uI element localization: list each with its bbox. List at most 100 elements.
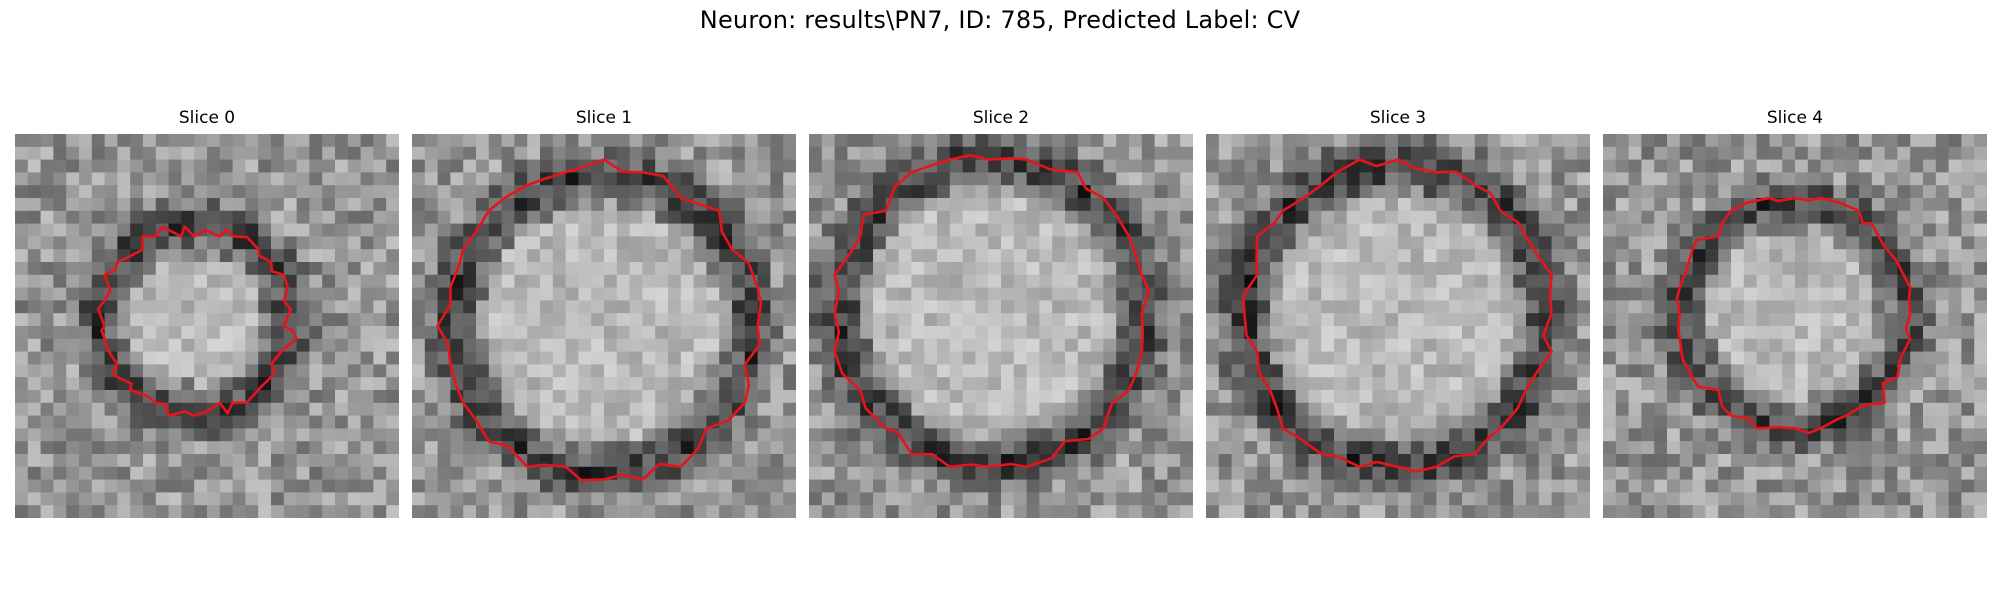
image-pixel <box>1334 364 1348 378</box>
image-pixel <box>1026 492 1040 506</box>
image-pixel <box>1039 377 1053 391</box>
image-pixel <box>552 479 567 493</box>
image-pixel <box>1449 159 1463 173</box>
image-pixel <box>476 466 490 481</box>
image-pixel <box>1346 492 1361 506</box>
image-pixel <box>1756 338 1770 353</box>
image-pixel <box>1385 223 1399 237</box>
image-pixel <box>1167 454 1181 468</box>
image-pixel <box>1538 402 1553 417</box>
image-pixel <box>27 134 42 148</box>
image-pixel <box>937 134 951 148</box>
image-pixel <box>1308 326 1322 340</box>
image-pixel <box>360 134 374 148</box>
image-pixel <box>1871 210 1886 225</box>
image-pixel <box>219 262 234 276</box>
image-pixel <box>271 172 285 186</box>
image-pixel <box>1487 377 1501 391</box>
image-pixel <box>1859 492 1873 506</box>
image-pixel <box>79 274 93 289</box>
image-pixel <box>1141 492 1156 506</box>
image-pixel <box>79 287 93 301</box>
image-pixel <box>15 466 29 481</box>
image-pixel <box>1628 454 1642 468</box>
image-pixel <box>1436 415 1450 429</box>
image-pixel <box>373 274 387 289</box>
image-pixel <box>898 326 912 340</box>
image-pixel <box>232 326 246 340</box>
image-pixel <box>1013 300 1028 314</box>
image-pixel <box>873 313 887 327</box>
image-pixel <box>1090 377 1104 391</box>
image-pixel <box>770 236 784 250</box>
image-pixel <box>194 198 208 212</box>
image-pixel <box>155 364 170 378</box>
image-pixel <box>1884 134 1898 148</box>
image-pixel <box>552 159 567 173</box>
image-pixel <box>732 134 746 148</box>
image-pixel <box>1282 338 1297 353</box>
image-pixel <box>476 479 490 493</box>
image-pixel <box>53 326 67 340</box>
image-pixel <box>335 159 349 173</box>
image-pixel <box>1577 210 1590 225</box>
image-pixel <box>1116 185 1130 199</box>
image-pixel <box>783 223 796 237</box>
image-pixel <box>1551 172 1565 186</box>
image-pixel <box>1948 236 1962 250</box>
image-pixel <box>1180 454 1193 468</box>
image-pixel <box>552 274 567 289</box>
image-pixel <box>1910 492 1924 506</box>
image-pixel <box>1410 198 1425 212</box>
image-pixel <box>885 313 900 327</box>
image-pixel <box>642 236 656 250</box>
image-pixel <box>860 185 874 199</box>
image-pixel <box>962 415 976 429</box>
image-pixel <box>1705 441 1719 455</box>
image-pixel <box>1129 159 1143 173</box>
image-pixel <box>1513 415 1527 429</box>
image-pixel <box>1654 479 1668 493</box>
image-pixel <box>565 134 579 148</box>
image-pixel <box>962 262 976 276</box>
image-pixel <box>604 479 618 493</box>
image-pixel <box>1449 262 1463 276</box>
image-pixel <box>1180 441 1193 455</box>
image-pixel <box>809 466 823 481</box>
image-pixel <box>1833 377 1847 391</box>
image-pixel <box>1615 185 1630 199</box>
image-pixel <box>1935 492 1950 506</box>
image-pixel <box>1039 210 1053 225</box>
image-pixel <box>232 377 246 391</box>
image-pixel <box>53 441 67 455</box>
image-pixel <box>770 505 784 518</box>
image-pixel <box>1910 210 1924 225</box>
image-pixel <box>1538 466 1553 481</box>
image-pixel <box>1782 466 1796 481</box>
image-pixel <box>1167 262 1181 276</box>
image-pixel <box>424 146 439 161</box>
image-pixel <box>1129 390 1143 404</box>
image-pixel <box>1820 313 1834 327</box>
image-pixel <box>412 146 426 161</box>
image-pixel <box>642 287 656 301</box>
image-pixel <box>1628 262 1642 276</box>
image-pixel <box>783 377 796 391</box>
image-pixel <box>860 428 874 442</box>
image-pixel <box>1231 159 1245 173</box>
image-pixel <box>949 185 964 199</box>
image-pixel <box>1321 377 1335 391</box>
image-pixel <box>1372 479 1386 493</box>
image-pixel <box>873 505 887 518</box>
image-pixel <box>1615 274 1630 289</box>
image-pixel <box>1346 390 1361 404</box>
image-pixel <box>1564 223 1578 237</box>
image-pixel <box>1628 415 1642 429</box>
image-pixel <box>386 236 399 250</box>
image-pixel <box>770 159 784 173</box>
image-pixel <box>1628 428 1642 442</box>
image-pixel <box>117 146 131 161</box>
image-pixel <box>1628 479 1642 493</box>
image-pixel <box>1577 492 1590 506</box>
image-pixel <box>79 210 93 225</box>
